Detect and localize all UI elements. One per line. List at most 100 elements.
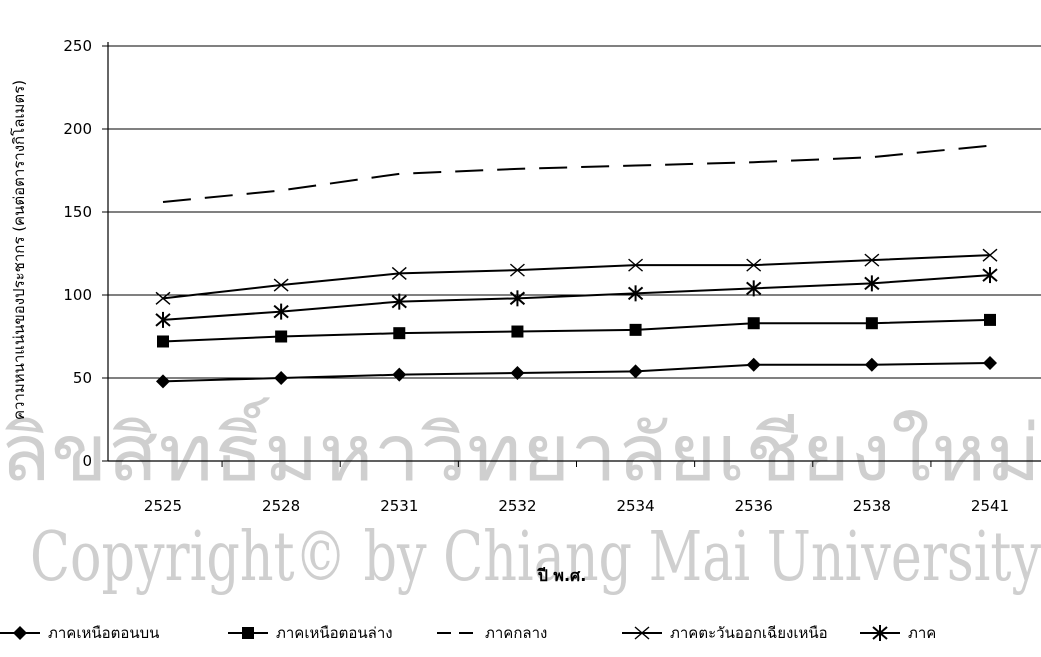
series-line-3 [162,144,991,204]
legend-marker [242,627,254,639]
data-point [747,317,760,330]
marker-x-stroke [155,291,171,305]
marker-diamond [746,357,761,372]
marker-x-stroke [746,258,762,272]
data-point [156,374,170,389]
data-point [628,364,643,379]
series-lines [162,144,991,383]
tick-labels: 0 50 100 150 200 250 2525 2528 2531 2532 2534 2536 2… [63,37,1009,515]
marker-x-stroke [634,626,650,640]
legend-label: ภาคกลาง [485,624,547,642]
legend-marker [13,626,27,640]
legend-marker [872,625,888,641]
data-point [274,371,289,385]
marker-diamond [13,626,27,640]
x-axis-title: ปี พ.ศ. [536,566,586,585]
legend-label: ภาคเหนือตอนบน [48,624,159,642]
marker-square [747,317,760,330]
legend-item-5: ภาค [860,624,936,642]
data-point [628,258,644,272]
y-tick-label: 150 [63,203,92,221]
y-tick-label: 200 [63,120,92,138]
watermark-thai: ลิขสิทธิ์มหาวิทยาลัยเชียงใหม่ [0,397,1041,499]
marker-square [275,330,288,343]
data-point [865,317,878,330]
data-point [746,258,762,272]
legend-item-4: ภาคตะวันออกเฉียงเหนือ [622,624,828,642]
series-line-5 [162,274,991,321]
marker-x-stroke [982,248,998,262]
marker-x-stroke [864,253,880,267]
x-tick-label: 2538 [853,497,891,515]
data-point [273,278,289,292]
legend-item-1: ภาคเหนือตอนบน [0,624,159,642]
data-point [864,357,879,372]
marker-square [984,313,996,326]
data-point [391,266,407,280]
legend: ภาคเหนือตอนบน ภาคเหนือตอนล่าง ภาคกลาง ภาคตะ… [0,624,936,642]
marker-square [865,317,878,330]
data-point [627,285,644,302]
y-tick-label: 100 [63,286,92,304]
marker-x-stroke [391,266,407,280]
marker-x-stroke [628,258,644,272]
data-point [155,311,171,328]
legend-label: ภาค [908,624,936,642]
marker-diamond [864,357,879,372]
data-point [392,367,407,382]
x-tick-label: 2536 [735,497,773,515]
x-tick-label: 2525 [144,497,182,515]
data-point [511,325,524,338]
y-tick-label: 50 [73,369,92,387]
data-point [864,275,880,292]
marker-diamond [628,364,643,379]
data-point [391,293,407,310]
marker-x-stroke [273,278,289,292]
axes [102,42,1041,467]
data-point [509,290,526,307]
marker-diamond [274,371,289,385]
data-point [273,303,289,320]
x-tick-label: 2532 [498,497,536,515]
series-line-1 [162,362,991,383]
marker-square [511,325,524,338]
legend-marker [634,626,650,640]
marker-diamond [156,374,170,389]
series-line-2 [162,318,991,343]
marker-square [242,627,254,639]
legend-item-3: ภาคกลาง [437,624,547,642]
marker-square [393,327,406,340]
data-point [275,330,288,343]
data-point [155,291,171,305]
data-point [157,335,169,348]
data-point [393,327,406,340]
legend-label: ภาคเหนือตอนล่าง [276,624,393,642]
data-point [746,357,761,372]
y-tick-label: 0 [82,452,92,470]
marker-square [157,335,169,348]
y-axis-title: ความหนาแน่นของประชากร (คนต่อตารางกิโลเมต… [10,80,28,420]
legend-item-2: ภาคเหนือตอนล่าง [228,624,393,642]
data-point [509,263,525,277]
data-point [510,366,525,381]
data-point [864,253,880,267]
marker-x-stroke [509,263,525,277]
marker-diamond [510,366,525,381]
x-tick-label: 2528 [262,497,300,515]
x-tick-label: 2541 [971,497,1009,515]
gridlines [108,45,1041,379]
x-tick-label: 2534 [616,497,654,515]
data-point [982,267,998,284]
legend-label: ภาคตะวันออกเฉียงเหนือ [670,624,828,642]
watermark-english: Copyright© by Chiang Mai University [30,518,1041,597]
data-point [984,313,996,326]
series-line-4 [162,254,991,300]
marker-square [629,323,642,336]
marker-diamond [392,367,407,382]
data-point [629,323,642,336]
data-point [983,356,997,371]
series-markers [155,248,998,389]
marker-diamond [983,356,997,371]
y-tick-label: 250 [63,37,92,55]
